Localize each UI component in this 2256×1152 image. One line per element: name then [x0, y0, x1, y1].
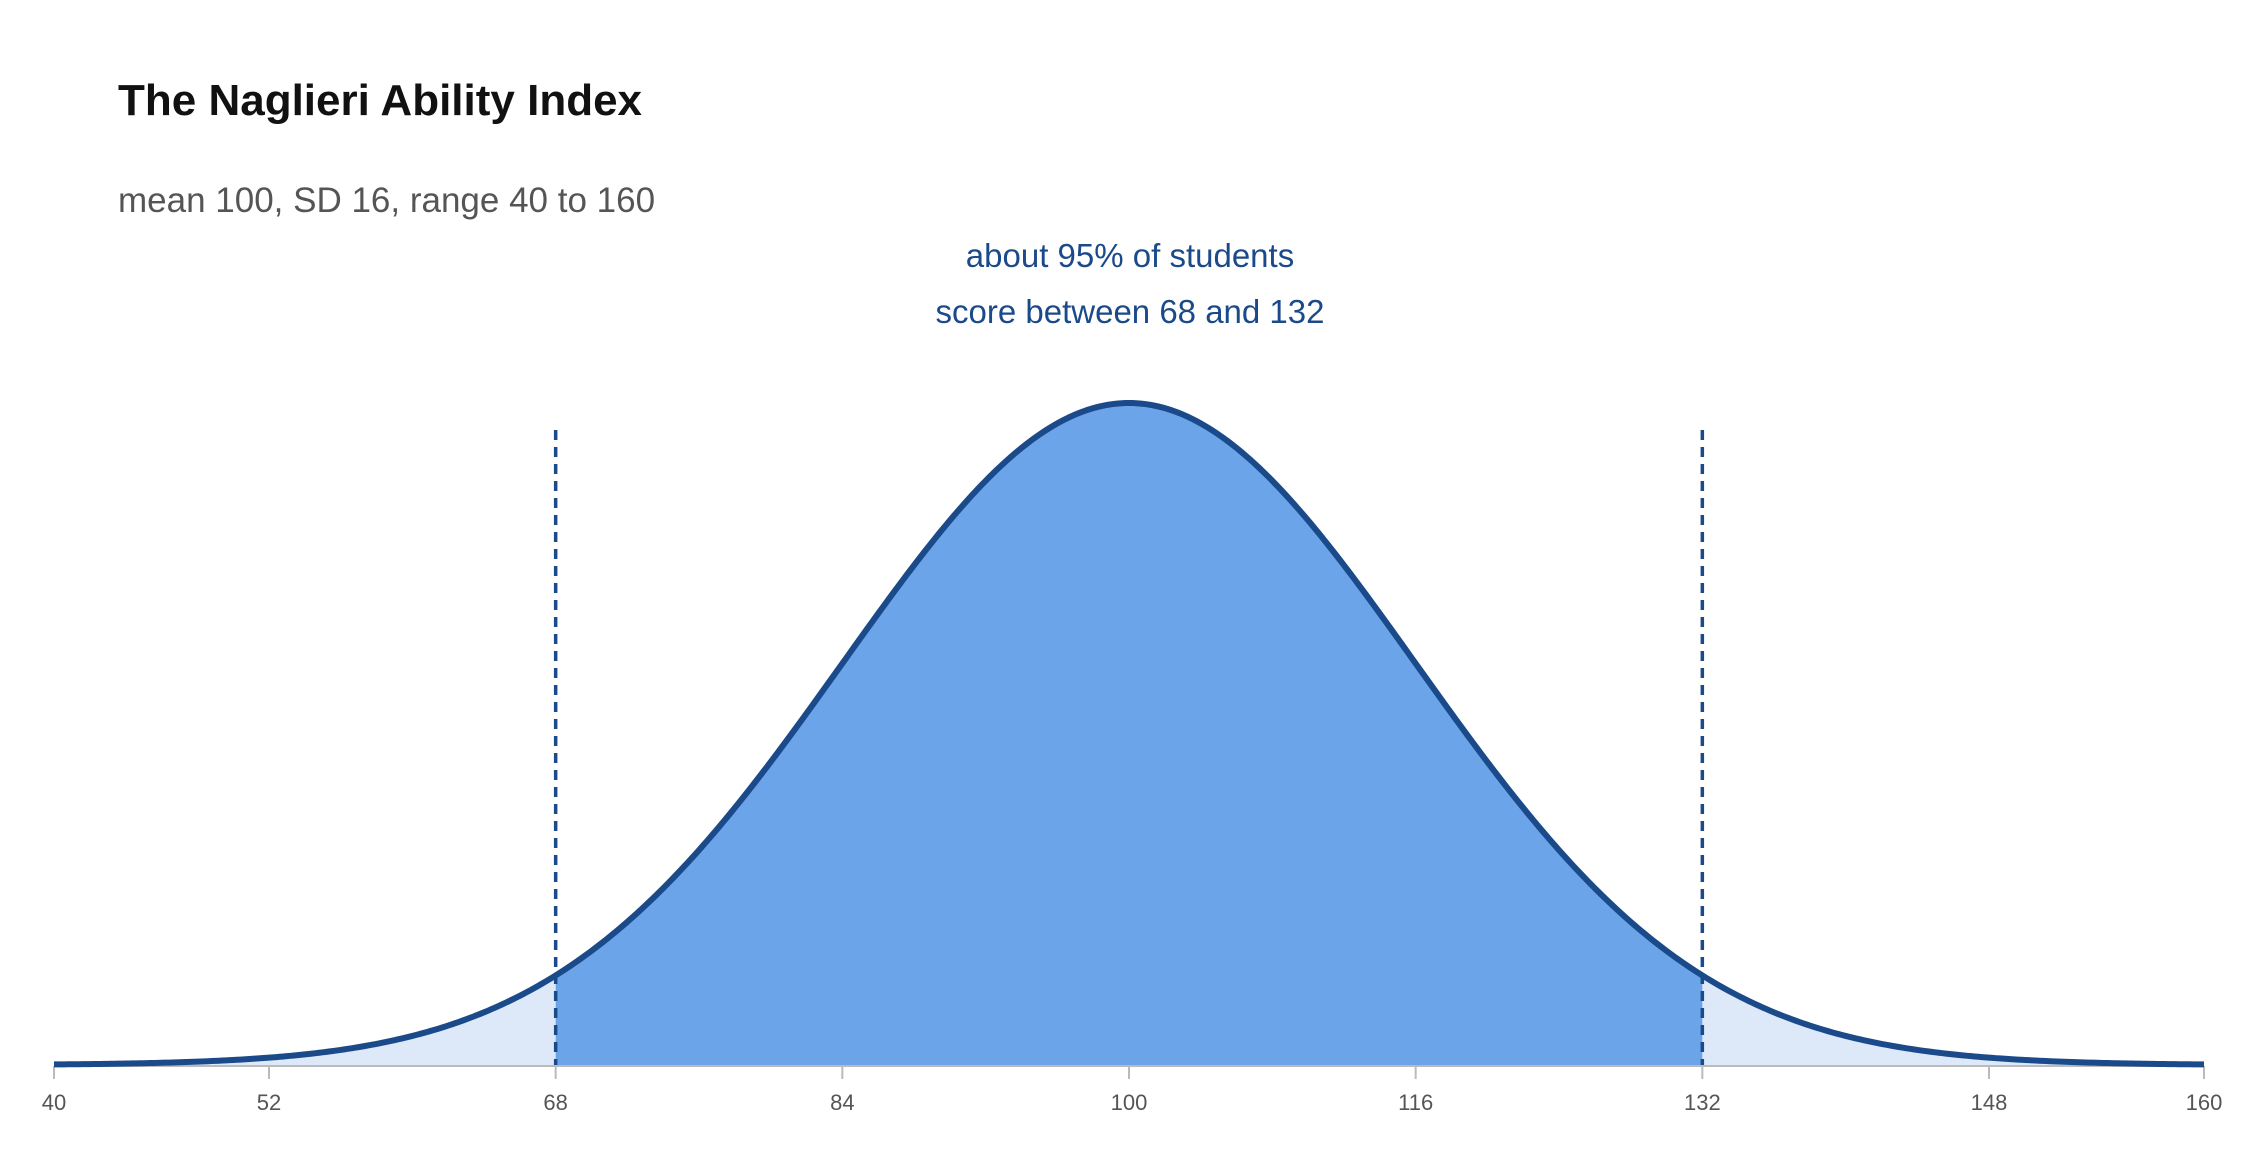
annotation: about 95% of students score between 68 a…: [936, 237, 1325, 330]
x-tick-label-52: 52: [257, 1090, 281, 1115]
highlighted-area: [555, 403, 1703, 1065]
right-tail-area: [1702, 975, 2204, 1065]
chart-title: The Naglieri Ability Index: [118, 76, 643, 125]
reference-lines: [553, 430, 1705, 1065]
x-tick-label-100: 100: [1111, 1090, 1148, 1115]
x-tick-label-160: 160: [2186, 1090, 2223, 1115]
x-tick-label-68: 68: [543, 1090, 567, 1115]
distribution-curve: [53, 400, 2205, 1068]
annotation-line-2: score between 68 and 132: [936, 293, 1325, 330]
x-tick-label-116: 116: [1398, 1090, 1433, 1115]
x-tick-label-84: 84: [830, 1090, 854, 1115]
x-tick-label-132: 132: [1684, 1090, 1721, 1115]
annotation-line-1: about 95% of students: [966, 237, 1294, 274]
x-tick-label-148: 148: [1971, 1090, 2008, 1115]
chart-subtitle: mean 100, SD 16, range 40 to 160: [118, 181, 655, 220]
distribution-areas: [54, 403, 2204, 1065]
left-tail-area: [54, 975, 556, 1065]
x-axis-ticks: 40 52 68 84 100 116 132 148 160: [42, 1066, 2223, 1115]
x-tick-label-40: 40: [42, 1090, 66, 1115]
